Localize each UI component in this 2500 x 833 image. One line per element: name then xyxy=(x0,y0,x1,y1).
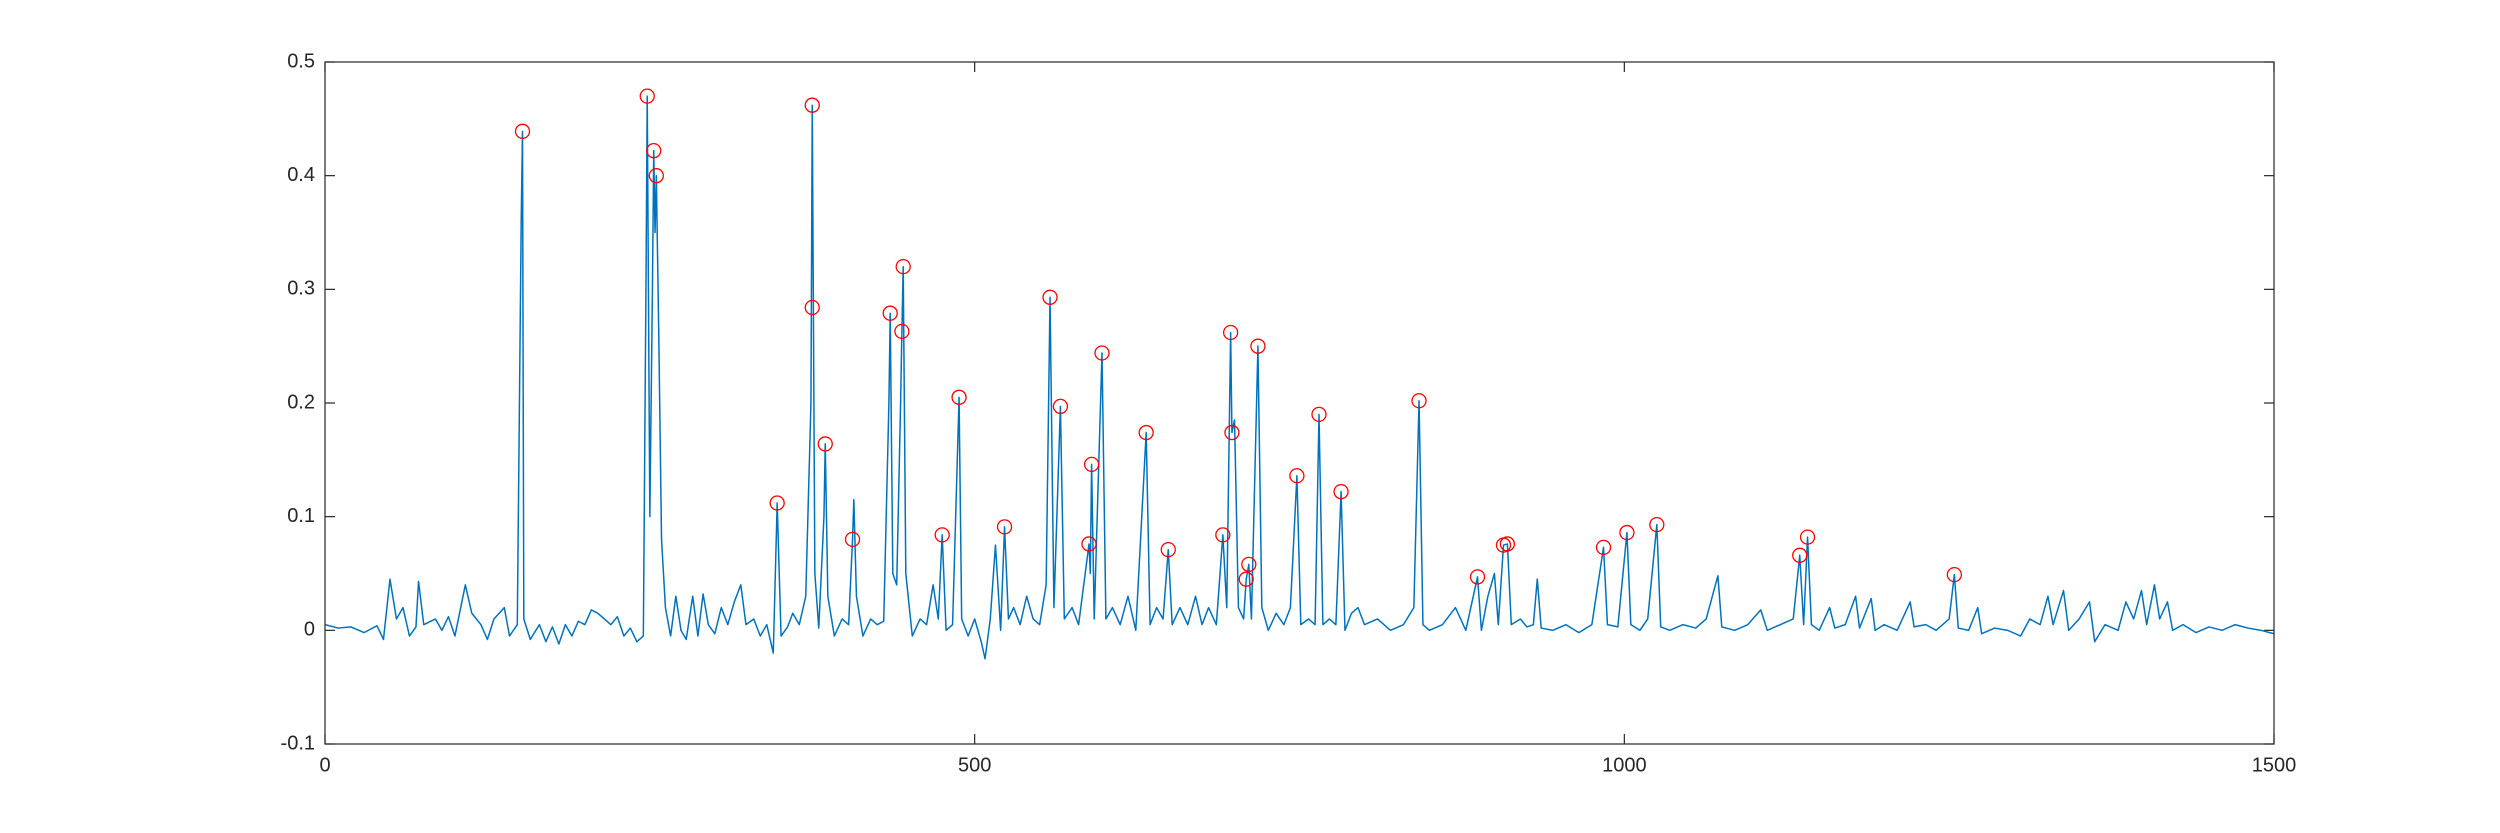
peak-marker xyxy=(1499,536,1516,552)
peak-marker xyxy=(1042,289,1058,305)
peak-marker xyxy=(514,123,531,139)
peak-marker xyxy=(1052,398,1069,415)
peak-marker xyxy=(646,143,662,159)
peak-marker xyxy=(1222,324,1239,341)
signal-line xyxy=(324,95,2275,660)
peak-marker xyxy=(1094,345,1110,361)
x-tick-label: 1000 xyxy=(1602,754,1647,776)
peak-marker xyxy=(1946,566,1963,583)
y-tick-label: 0 xyxy=(304,619,315,641)
peak-marker xyxy=(1792,547,1808,563)
peak-marker xyxy=(1289,468,1305,484)
peak-marker xyxy=(769,495,785,511)
peak-marker xyxy=(648,168,664,184)
peak-marker xyxy=(882,305,898,321)
peak-marker xyxy=(1469,569,1486,585)
peak-marker xyxy=(639,88,655,104)
peak-marker xyxy=(894,323,910,340)
peak-marker xyxy=(1160,541,1176,558)
x-tick-label: 1500 xyxy=(2252,754,2297,776)
peak-marker xyxy=(1250,338,1266,354)
y-tick-label: 0.5 xyxy=(287,50,315,72)
axes-box xyxy=(324,61,2275,745)
y-tick-label: -0.1 xyxy=(281,732,315,754)
x-tick-label: 0 xyxy=(319,754,330,776)
peak-marker xyxy=(1224,424,1240,441)
peak-marker xyxy=(1619,524,1635,541)
peak-marker xyxy=(1333,484,1349,500)
peak-marker xyxy=(844,531,861,548)
peak-marker xyxy=(1238,571,1254,587)
peak-marker xyxy=(934,527,950,543)
peak-marker xyxy=(1311,406,1327,423)
y-tick-label: 0.1 xyxy=(287,505,315,527)
peak-marker xyxy=(1241,556,1257,573)
peak-marker xyxy=(1215,527,1231,543)
peak-marker xyxy=(1083,456,1100,473)
peak-marker xyxy=(996,519,1013,535)
peak-marker xyxy=(804,97,820,113)
peak-marker xyxy=(817,436,833,452)
y-tick-label: 0.3 xyxy=(287,278,315,300)
peak-marker xyxy=(1138,424,1154,441)
peak-marker xyxy=(1799,529,1816,545)
peak-marker xyxy=(1649,516,1665,533)
peak-marker xyxy=(1595,539,1612,556)
peak-marker xyxy=(804,299,820,316)
peak-marker xyxy=(1411,393,1427,409)
peak-marker xyxy=(951,389,967,405)
peak-marker xyxy=(895,258,911,275)
peak-marker xyxy=(1081,536,1097,552)
y-tick-label: 0.2 xyxy=(287,391,315,413)
x-tick-label: 500 xyxy=(958,754,991,776)
y-tick-label: 0.4 xyxy=(287,164,315,186)
